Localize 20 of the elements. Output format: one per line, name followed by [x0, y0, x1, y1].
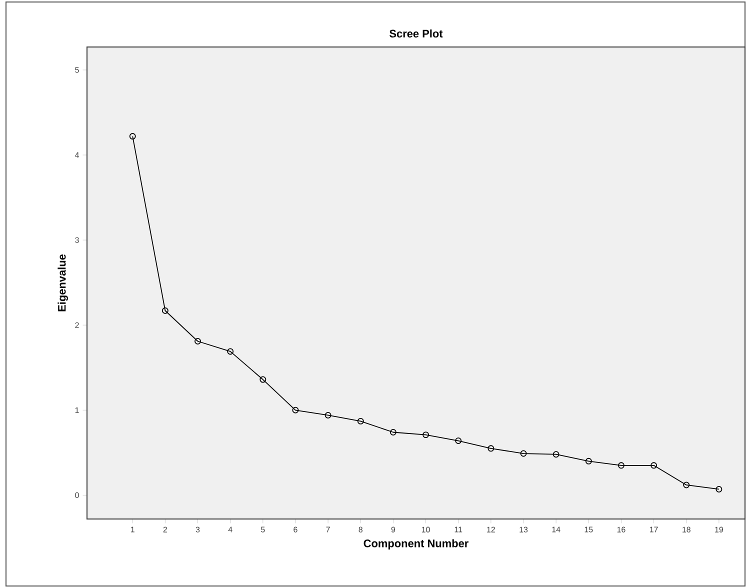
- point: [260, 376, 266, 383]
- point: [618, 462, 624, 469]
- point: [488, 445, 494, 452]
- chart-title: Scree Plot: [390, 29, 443, 38]
- point: [650, 462, 658, 469]
- point: [194, 338, 201, 344]
- point: [162, 307, 168, 314]
- point: [585, 458, 592, 464]
- point: [227, 348, 234, 355]
- x-axis-title: Component Number: [364, 539, 468, 550]
- point: [324, 412, 332, 418]
- point: [390, 429, 396, 436]
- y-axis-title: Eigenvalue: [58, 254, 68, 312]
- point: [292, 406, 299, 414]
- point: [422, 432, 430, 438]
- point: [520, 450, 527, 457]
- point: [552, 451, 560, 458]
- point: [455, 438, 462, 444]
- point: [357, 418, 364, 424]
- point: [683, 482, 690, 488]
